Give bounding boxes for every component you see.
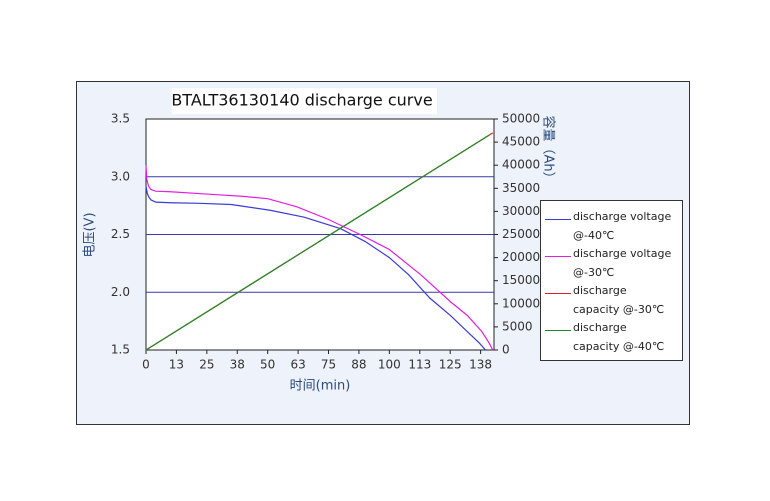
y2-tick-label: 50000 <box>502 112 540 126</box>
x-tick-label: 25 <box>199 358 214 372</box>
legend-item: discharge capacity @-40℃ <box>545 318 678 355</box>
x-tick-label: 0 <box>142 358 150 372</box>
chart-title: BTALT36130140 discharge curve <box>171 91 432 110</box>
legend-swatch <box>545 293 571 294</box>
legend-label: discharge voltage @-30℃ <box>573 247 672 279</box>
x-tick-label: 13 <box>169 358 184 372</box>
y2-tick-label: 30000 <box>502 204 540 218</box>
x-tick-label: 50 <box>260 358 275 372</box>
x-tick-label: 75 <box>321 358 336 372</box>
series-line <box>145 185 486 351</box>
legend-item: discharge voltage @-40℃ <box>545 207 678 244</box>
legend-label: discharge capacity @-30℃ <box>573 284 665 316</box>
y-tick-label: 1.5 <box>111 343 130 357</box>
y-tick-label: 2.0 <box>111 285 130 299</box>
y-tick-label: 3.5 <box>111 112 130 126</box>
x-tick-label: 125 <box>439 358 462 372</box>
x-axis-label: 时间(min) <box>290 379 351 394</box>
y2-tick-label: 5000 <box>502 319 533 333</box>
y-axis-label: 电压(V) <box>83 212 98 257</box>
y-tick-label: 2.5 <box>111 227 130 241</box>
y2-tick-label: 25000 <box>502 227 540 241</box>
legend-item: discharge voltage @-30℃ <box>545 244 678 281</box>
y2-tick-label: 10000 <box>502 296 540 310</box>
x-tick-label: 63 <box>290 358 305 372</box>
legend-label: discharge voltage @-40℃ <box>573 210 672 242</box>
legend-swatch <box>545 256 571 257</box>
legend-item: discharge capacity @-30℃ <box>545 281 678 318</box>
y2-tick-label: 0 <box>502 343 510 357</box>
x-tick-label: 88 <box>351 358 366 372</box>
y2-tick-label: 20000 <box>502 250 540 264</box>
y2-tick-label: 45000 <box>502 135 540 149</box>
title-box <box>172 88 437 114</box>
y2-tick-label: 35000 <box>502 181 540 195</box>
legend-label: discharge capacity @-40℃ <box>573 321 665 353</box>
legend: discharge voltage @-40℃ discharge voltage… <box>540 200 683 361</box>
x-tick-label: 38 <box>230 358 245 372</box>
y2-axis-label: 容量（Ah） <box>541 115 557 184</box>
y2-tick-label: 40000 <box>502 158 540 172</box>
x-tick-label: 100 <box>378 358 401 372</box>
x-tick-label: 113 <box>408 358 431 372</box>
y2-tick-label: 15000 <box>502 273 540 287</box>
series-line <box>145 134 490 351</box>
legend-swatch <box>545 330 571 331</box>
y-tick-label: 3.0 <box>111 169 130 183</box>
x-tick-label: 138 <box>469 358 492 372</box>
legend-swatch <box>545 219 571 220</box>
series-line <box>145 165 494 351</box>
